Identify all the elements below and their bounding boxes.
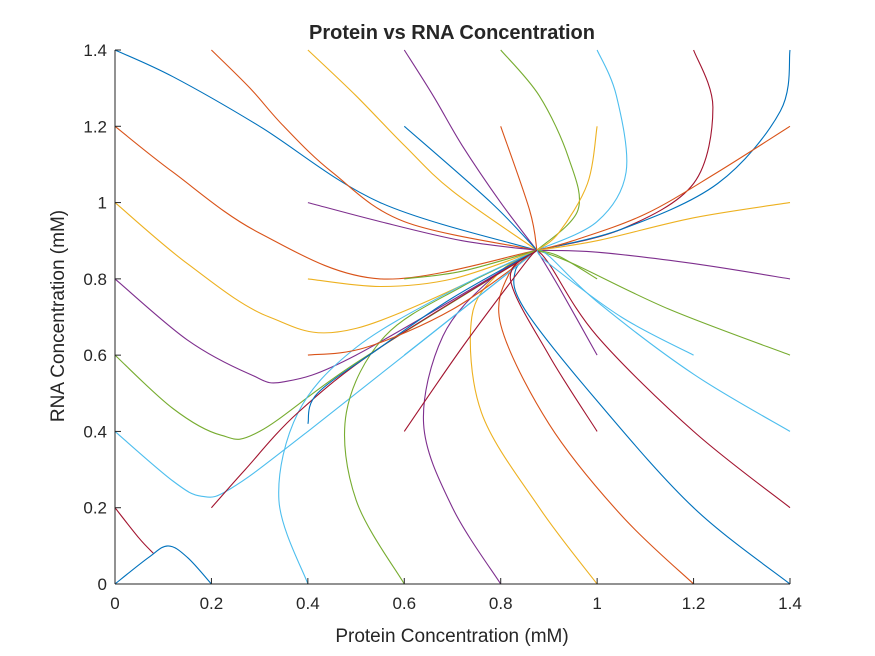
trajectory-line [422, 249, 538, 585]
trajectory-line [114, 125, 537, 280]
y-tick-label: 0.2 [83, 499, 107, 518]
axes: 0 0.2 0.4 0.6 0.8 1 1.2 1.4 0 0.2 0.4 0.6 0.8 1 1.2 1.4 [83, 41, 801, 613]
trajectory-line [114, 545, 212, 585]
chart-title: Protein vs RNA Concentration [309, 22, 595, 44]
trajectory-line [307, 249, 538, 288]
trajectory-line [500, 126, 538, 251]
x-tick-label: 0.8 [489, 594, 513, 613]
trajectory-line [536, 249, 694, 356]
trajectory-line [469, 249, 598, 585]
trajectory-line [403, 49, 538, 251]
trajectory-line [509, 249, 598, 432]
trajectory-line [307, 49, 538, 251]
trajectory-line [536, 249, 598, 280]
x-tick-label: 0.4 [296, 594, 320, 613]
trajectory-line [307, 249, 538, 424]
y-axis-label: RNA Concentration (mM) [48, 210, 69, 422]
trajectory-line [114, 249, 538, 440]
x-tick-label: 1 [592, 594, 601, 613]
trajectory-line [114, 249, 538, 384]
x-axis-label: Protein Concentration (mM) [335, 626, 568, 647]
trajectory-line [404, 249, 538, 280]
trajectory-line [500, 49, 581, 251]
trajectory-line [536, 249, 791, 280]
trajectory-line [307, 249, 538, 356]
trajectory-line [211, 49, 538, 251]
trajectory-line [343, 249, 538, 585]
trajectory-line [210, 249, 538, 509]
y-tick-label: 0 [98, 575, 107, 594]
y-tick-label: 1.2 [83, 117, 107, 136]
trajectory-line [114, 507, 155, 554]
trajectory-line [536, 202, 791, 251]
trajectory-line [307, 202, 537, 251]
trajectory-line [513, 249, 791, 585]
x-tick-label: 0.2 [200, 594, 224, 613]
y-tick-label: 0.8 [83, 270, 107, 289]
trajectory-line [278, 249, 538, 585]
x-tick-label: 0.6 [392, 594, 416, 613]
y-tick-label: 1 [98, 194, 107, 213]
trajectory-line [536, 49, 714, 251]
trajectory-line [536, 126, 598, 251]
x-tick-label: 0 [110, 594, 119, 613]
y-tick-label: 1.4 [83, 41, 107, 60]
trajectory-line [403, 125, 538, 251]
plot-area [114, 49, 791, 585]
trajectory-line [536, 249, 791, 356]
y-tick-label: 0.6 [83, 346, 107, 365]
y-tick-label: 0.4 [83, 422, 107, 441]
trajectory-line [536, 125, 791, 251]
trajectory-line [114, 202, 538, 334]
trajectory-line [536, 49, 791, 251]
trajectory-line [536, 49, 628, 251]
trajectory-line [114, 49, 538, 251]
trajectory-line [536, 249, 791, 509]
x-tick-label: 1.2 [682, 594, 706, 613]
trajectory-line [536, 249, 791, 432]
x-tick-label: 1.4 [778, 594, 802, 613]
